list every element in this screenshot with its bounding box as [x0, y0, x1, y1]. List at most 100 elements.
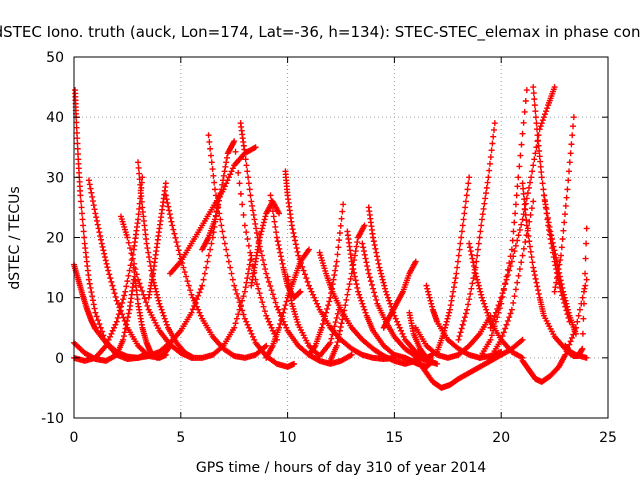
data-point-marker — [364, 266, 371, 273]
data-point-marker — [206, 138, 213, 145]
data-point-marker — [280, 309, 287, 316]
data-point-marker — [78, 204, 85, 211]
data-point-marker — [456, 246, 463, 253]
data-point-marker — [522, 239, 529, 246]
data-point-marker — [313, 300, 320, 307]
data-point-marker — [559, 284, 566, 291]
data-point-marker — [205, 132, 212, 139]
data-point-marker — [424, 285, 431, 292]
data-point-marker — [570, 114, 577, 121]
data-point-marker — [172, 234, 179, 241]
data-point-marker — [517, 152, 524, 159]
data-point-marker — [488, 147, 495, 154]
data-point-marker — [565, 309, 572, 316]
data-point-marker — [241, 222, 248, 229]
data-point-marker — [245, 270, 252, 277]
data-point-marker — [311, 294, 318, 301]
data-point-marker — [81, 234, 88, 241]
data-point-marker — [216, 193, 223, 200]
data-point-marker — [228, 270, 235, 277]
data-point-marker — [531, 272, 538, 279]
data-point-marker — [564, 306, 571, 313]
data-point-marker — [337, 323, 344, 330]
data-point-marker — [107, 333, 114, 340]
data-point-marker — [110, 286, 117, 293]
data-point-marker — [243, 279, 250, 286]
data-point-marker — [125, 272, 132, 279]
data-point-marker — [350, 266, 357, 273]
data-series — [162, 192, 270, 361]
data-point-marker — [223, 246, 230, 253]
data-point-marker — [119, 311, 126, 318]
data-point-marker — [351, 269, 358, 276]
data-point-marker — [579, 330, 586, 337]
x-tick-label: 25 — [599, 430, 617, 446]
data-point-marker — [191, 297, 198, 304]
data-point-marker — [269, 327, 276, 334]
data-point-marker — [219, 181, 226, 188]
data-point-marker — [259, 225, 266, 232]
data-point-marker — [282, 302, 289, 309]
data-point-marker — [523, 222, 530, 229]
data-point-marker — [276, 210, 283, 217]
data-point-marker — [459, 222, 466, 229]
data-point-marker — [458, 234, 465, 241]
data-point-marker — [373, 296, 380, 303]
data-point-marker — [565, 177, 572, 184]
data-point-marker — [535, 142, 542, 149]
data-point-marker — [483, 184, 490, 191]
data-point-marker — [446, 309, 453, 316]
data-point-marker — [530, 264, 537, 271]
data-point-marker — [506, 260, 513, 267]
data-point-marker — [312, 297, 319, 304]
data-point-marker — [120, 296, 127, 303]
data-point-marker — [341, 307, 348, 314]
data-point-marker — [169, 222, 176, 229]
data-point-marker — [556, 261, 563, 268]
data-point-marker — [249, 202, 256, 209]
data-point-marker — [580, 315, 587, 322]
data-point-marker — [334, 251, 341, 258]
data-point-marker — [336, 229, 343, 236]
data-point-marker — [562, 351, 569, 358]
data-point-marker — [522, 97, 529, 104]
data-point-marker — [440, 330, 447, 337]
data-point-marker — [227, 171, 234, 178]
data-point-marker — [195, 306, 202, 313]
data-point-marker — [273, 234, 280, 241]
data-point-marker — [356, 291, 363, 298]
data-point-marker — [111, 290, 118, 297]
data-point-marker — [181, 269, 188, 276]
data-point-marker — [372, 293, 379, 300]
data-point-marker — [558, 281, 565, 288]
data-point-marker — [515, 232, 522, 239]
data-point-marker — [137, 284, 144, 291]
data-point-marker — [466, 296, 473, 303]
data-point-marker — [333, 314, 340, 321]
data-point-marker — [299, 263, 306, 270]
data-point-marker — [122, 325, 129, 332]
data-point-marker — [239, 307, 246, 314]
data-point-marker — [80, 228, 87, 235]
data-point-marker — [345, 286, 352, 293]
data-point-marker — [504, 317, 511, 324]
data-point-marker — [459, 321, 466, 328]
data-point-marker — [274, 238, 281, 245]
data-point-marker — [208, 240, 215, 247]
data-series — [551, 114, 577, 295]
data-point-marker — [275, 242, 282, 249]
data-point-marker — [114, 314, 121, 321]
data-point-marker — [225, 174, 232, 181]
data-point-marker — [263, 312, 270, 319]
data-point-marker — [87, 185, 94, 192]
data-point-marker — [519, 216, 526, 223]
data-point-marker — [166, 207, 173, 214]
data-point-marker — [109, 327, 116, 334]
data-point-marker — [512, 286, 519, 293]
data-point-marker — [283, 324, 290, 331]
data-point-marker — [460, 317, 467, 324]
data-point-marker — [344, 291, 351, 298]
data-point-marker — [480, 297, 487, 304]
data-point-marker — [484, 309, 491, 316]
data-point-marker — [557, 277, 564, 284]
